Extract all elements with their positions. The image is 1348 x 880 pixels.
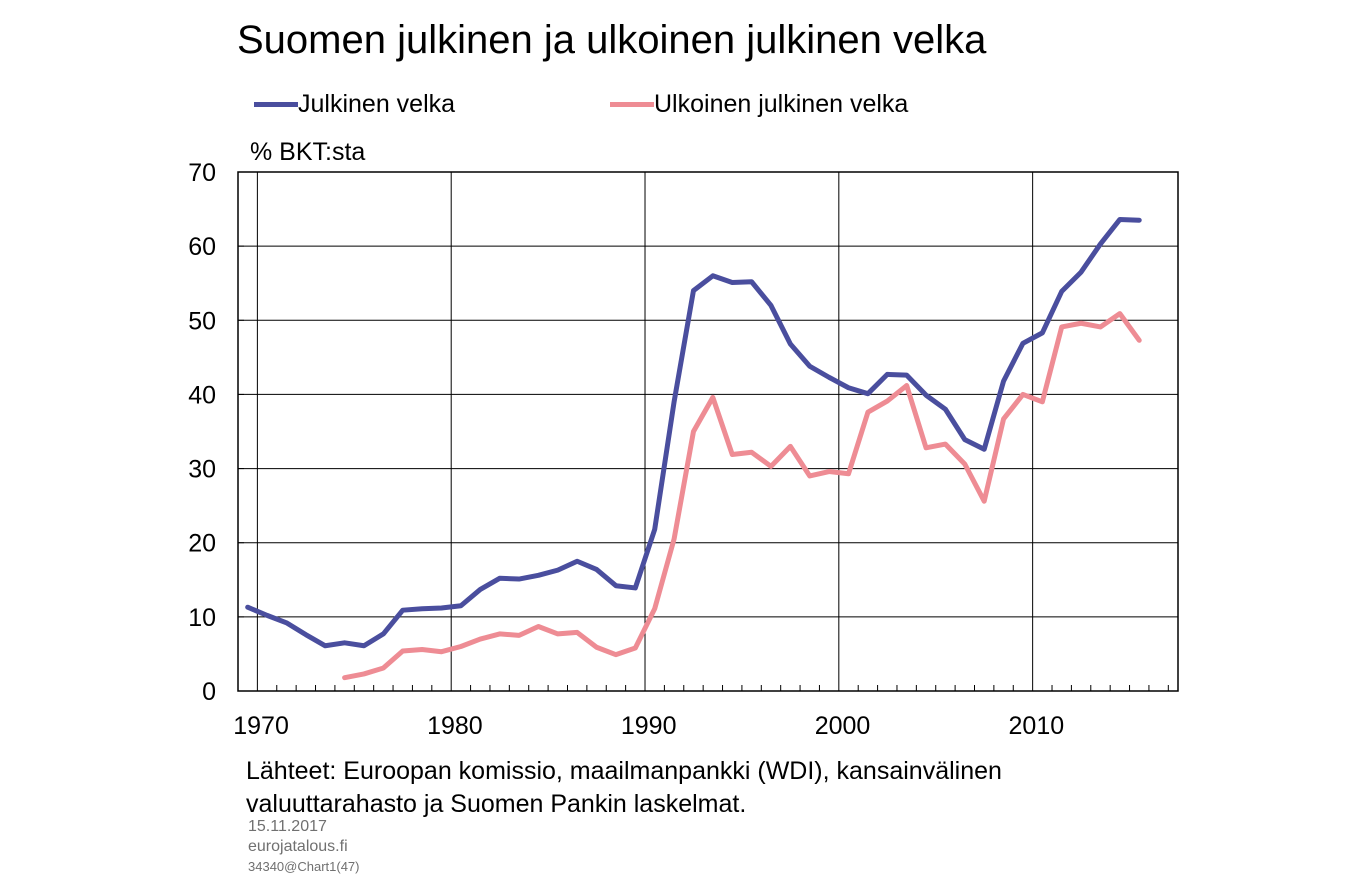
series-line-ulkoinen-julkinen-velka (342, 311, 1142, 681)
x-tick-label: 2000 (815, 712, 871, 740)
y-tick-label: 20 (188, 530, 216, 558)
y-tick-label: 50 (188, 307, 216, 335)
plot-border (237, 171, 1179, 692)
site-name: eurojatalous.fi (248, 838, 348, 855)
chart-id: 34340@Chart1(47) (248, 859, 360, 874)
date-stamp: 15.11.2017 (248, 818, 327, 835)
y-axis-label: % BKT:sta (250, 138, 366, 166)
source-note: Lähteet: Euroopan komissio, maailmanpank… (246, 755, 1002, 821)
legend-swatch (254, 102, 298, 107)
y-tick-label: 60 (188, 233, 216, 261)
y-tick-label: 40 (188, 381, 216, 409)
x-tick-label: 1990 (621, 712, 677, 740)
legend-item-julkinen-velka: Julkinen velka (254, 90, 455, 119)
series-line-julkinen-velka (245, 216, 1142, 649)
legend-swatch (610, 102, 654, 107)
y-tick-label: 0 (202, 678, 216, 706)
legend-item-ulkoinen-julkinen-velka: Ulkoinen julkinen velka (610, 90, 908, 119)
legend-label: Ulkoinen julkinen velka (654, 90, 909, 118)
legend-label: Julkinen velka (298, 90, 456, 118)
x-tick-label: 1970 (233, 712, 289, 740)
x-tick-label: 2010 (1009, 712, 1065, 740)
y-tick-label: 10 (188, 604, 216, 632)
y-tick-label: 70 (188, 159, 216, 187)
y-tick-label: 30 (188, 456, 216, 484)
chart-title: Suomen julkinen ja ulkoinen julkinen vel… (237, 18, 987, 62)
source-line-1: Lähteet: Euroopan komissio, maailmanpank… (246, 757, 1002, 785)
x-tick-label: 1980 (427, 712, 483, 740)
source-line-2: valuuttarahasto ja Suomen Pankin laskelm… (246, 790, 747, 818)
